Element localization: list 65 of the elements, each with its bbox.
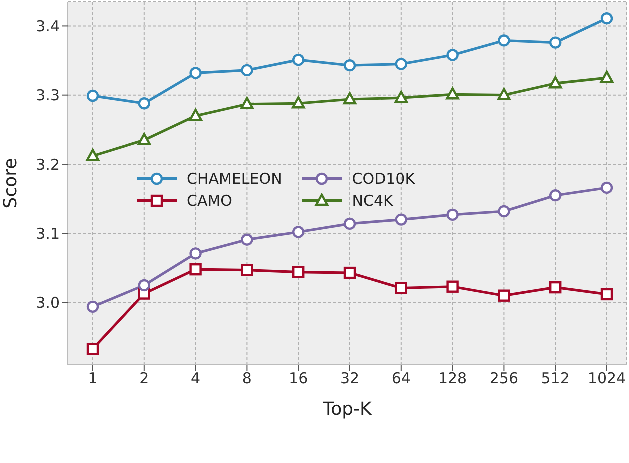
x-tick-label: 32 (340, 370, 360, 388)
point (550, 190, 562, 202)
point (241, 234, 254, 246)
point (498, 34, 510, 47)
y-tick-label: 3.2 (36, 156, 60, 174)
point (446, 49, 459, 62)
point (344, 60, 356, 72)
x-tick-label: 2 (140, 370, 150, 388)
point (138, 133, 151, 146)
x-tick-label: 64 (392, 370, 411, 388)
point (138, 98, 150, 110)
point (600, 70, 614, 84)
point (86, 342, 100, 356)
point (344, 218, 356, 230)
point (292, 54, 305, 66)
legend-label: COD10K (352, 170, 416, 188)
y-axis-title: Score (0, 158, 22, 209)
point (190, 263, 202, 276)
point (292, 266, 305, 278)
y-tick-label: 3.1 (36, 224, 60, 243)
legend-label: CAMO (187, 192, 232, 210)
x-axis-title: Top-K (322, 399, 374, 420)
point (394, 91, 408, 104)
y-tick-label: 3.0 (36, 294, 60, 312)
point (550, 281, 562, 294)
point (498, 290, 510, 302)
point (190, 248, 202, 260)
point (550, 36, 562, 49)
point (446, 280, 459, 293)
x-tick-label: 1 (88, 370, 98, 388)
point (395, 282, 408, 294)
point (86, 90, 100, 102)
point (240, 97, 254, 110)
x-tick-label: 8 (242, 370, 252, 388)
point (292, 96, 306, 109)
point (190, 67, 202, 80)
x-tick-label: 16 (289, 370, 308, 388)
point (549, 76, 562, 89)
point (189, 108, 202, 122)
point (86, 149, 100, 162)
point (138, 279, 150, 292)
point (344, 266, 356, 280)
point (292, 226, 305, 238)
point (343, 92, 357, 105)
point (498, 88, 511, 100)
point (446, 88, 460, 100)
y-tick-label: 3.4 (36, 18, 60, 36)
x-tick-label: 1024 (588, 370, 626, 388)
y-tick-label: 3.3 (36, 86, 60, 105)
point (241, 64, 254, 77)
point (498, 205, 510, 218)
legend-label: CHAMELEON (187, 170, 282, 188)
x-tick-label: 4 (191, 370, 201, 388)
point (395, 58, 408, 70)
point (600, 182, 614, 194)
point (600, 12, 614, 25)
point (395, 214, 408, 226)
x-tick-label: 128 (438, 370, 468, 388)
point (446, 208, 459, 222)
x-tick-label: 256 (490, 370, 519, 388)
point (241, 264, 254, 276)
x-tick-label: 512 (541, 370, 570, 388)
point (86, 300, 100, 314)
legend-label: NC4K (352, 192, 394, 210)
point (600, 288, 614, 301)
